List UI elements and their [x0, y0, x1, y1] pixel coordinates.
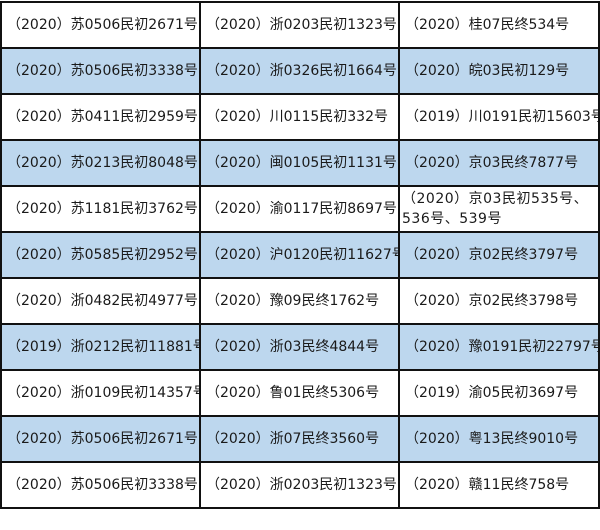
case-number-cell: （2020）浙03民终4844号 [199, 323, 400, 371]
case-number-cell: （2020）苏1181民初3762号 [0, 185, 201, 233]
table-row: （2020）苏0506民初2671号 （2020）浙07民终3560号 （2020）… [0, 415, 600, 463]
table-body: （2020）苏0506民初2671号 （2020）浙0203民初1323号 （202… [0, 1, 600, 509]
case-number-cell: （2019）川0191民初15603号 [398, 93, 600, 141]
case-number-cell: （2020）浙0203民初1323号 [199, 1, 400, 49]
case-number-cell: （2020）苏0585民初2952号 [0, 231, 201, 279]
case-number-cell: （2020）浙07民终3560号 [199, 415, 400, 463]
case-number-cell: （2020）京03民终7877号 [398, 139, 600, 187]
case-number-cell: （2020）闽0105民初1131号 [199, 139, 400, 187]
case-number-cell: （2020）苏0411民初2959号 [0, 93, 201, 141]
case-number-cell: （2020）赣11民终758号 [398, 461, 600, 509]
case-number-cell: （2020）豫0191民初22797号 [398, 323, 600, 371]
case-number-cell: （2019）渝05民初3697号 [398, 369, 600, 417]
table-row: （2020）苏0213民初8048号 （2020）闽0105民初1131号 （202… [0, 139, 600, 187]
table-row: （2020）苏0411民初2959号 （2020）川0115民初332号 （2019… [0, 93, 600, 141]
case-number-cell: （2020）苏0506民初2671号 [0, 1, 201, 49]
table-row: （2020）苏0506民初3338号 （2020）浙0326民初1664号 （202… [0, 47, 600, 95]
table-row: （2020）浙0482民初4977号 （2020）豫09民终1762号 （2020）… [0, 277, 600, 325]
case-number-cell: （2020）鲁01民终5306号 [199, 369, 400, 417]
case-number-cell: （2020）皖03民初129号 [398, 47, 600, 95]
table-row: （2020）苏0585民初2952号 （2020）沪0120民初11627号 （20… [0, 231, 600, 279]
case-number-cell: （2020）浙0203民初1323号 [199, 461, 400, 509]
case-number-cell: （2020）京03民初535号、536号、539号 [398, 185, 600, 233]
case-number-cell: （2020）豫09民终1762号 [199, 277, 400, 325]
case-number-cell: （2020）桂07民终534号 [398, 1, 600, 49]
case-number-cell: （2019）浙0212民初11881号 [0, 323, 201, 371]
case-number-cell: （2020）浙0482民初4977号 [0, 277, 201, 325]
case-number-cell: （2020）浙0326民初1664号 [199, 47, 400, 95]
case-number-cell: （2020）浙0109民初14357号 [0, 369, 201, 417]
case-number-cell: （2020）苏0213民初8048号 [0, 139, 201, 187]
case-number-table: （2020）苏0506民初2671号 （2020）浙0203民初1323号 （202… [0, 1, 600, 509]
table-row: （2019）浙0212民初11881号 （2020）浙03民终4844号 （2020… [0, 323, 600, 371]
case-number-cell: （2020）粤13民终9010号 [398, 415, 600, 463]
case-number-cell: （2020）渝0117民初8697号 [199, 185, 400, 233]
case-number-cell: （2020）川0115民初332号 [199, 93, 400, 141]
case-number-cell: （2020）苏0506民初3338号 [0, 461, 201, 509]
case-number-cell: （2020）沪0120民初11627号 [199, 231, 400, 279]
case-number-cell: （2020）京02民终3798号 [398, 277, 600, 325]
case-number-cell: （2020）苏0506民初3338号 [0, 47, 201, 95]
case-number-cell: （2020）苏0506民初2671号 [0, 415, 201, 463]
table-row: （2020）苏1181民初3762号 （2020）渝0117民初8697号 （202… [0, 185, 600, 233]
table-row: （2020）浙0109民初14357号 （2020）鲁01民终5306号 （2019… [0, 369, 600, 417]
case-number-cell: （2020）京02民终3797号 [398, 231, 600, 279]
table-row: （2020）苏0506民初3338号 （2020）浙0203民初1323号 （202… [0, 461, 600, 509]
table-row: （2020）苏0506民初2671号 （2020）浙0203民初1323号 （202… [0, 1, 600, 49]
